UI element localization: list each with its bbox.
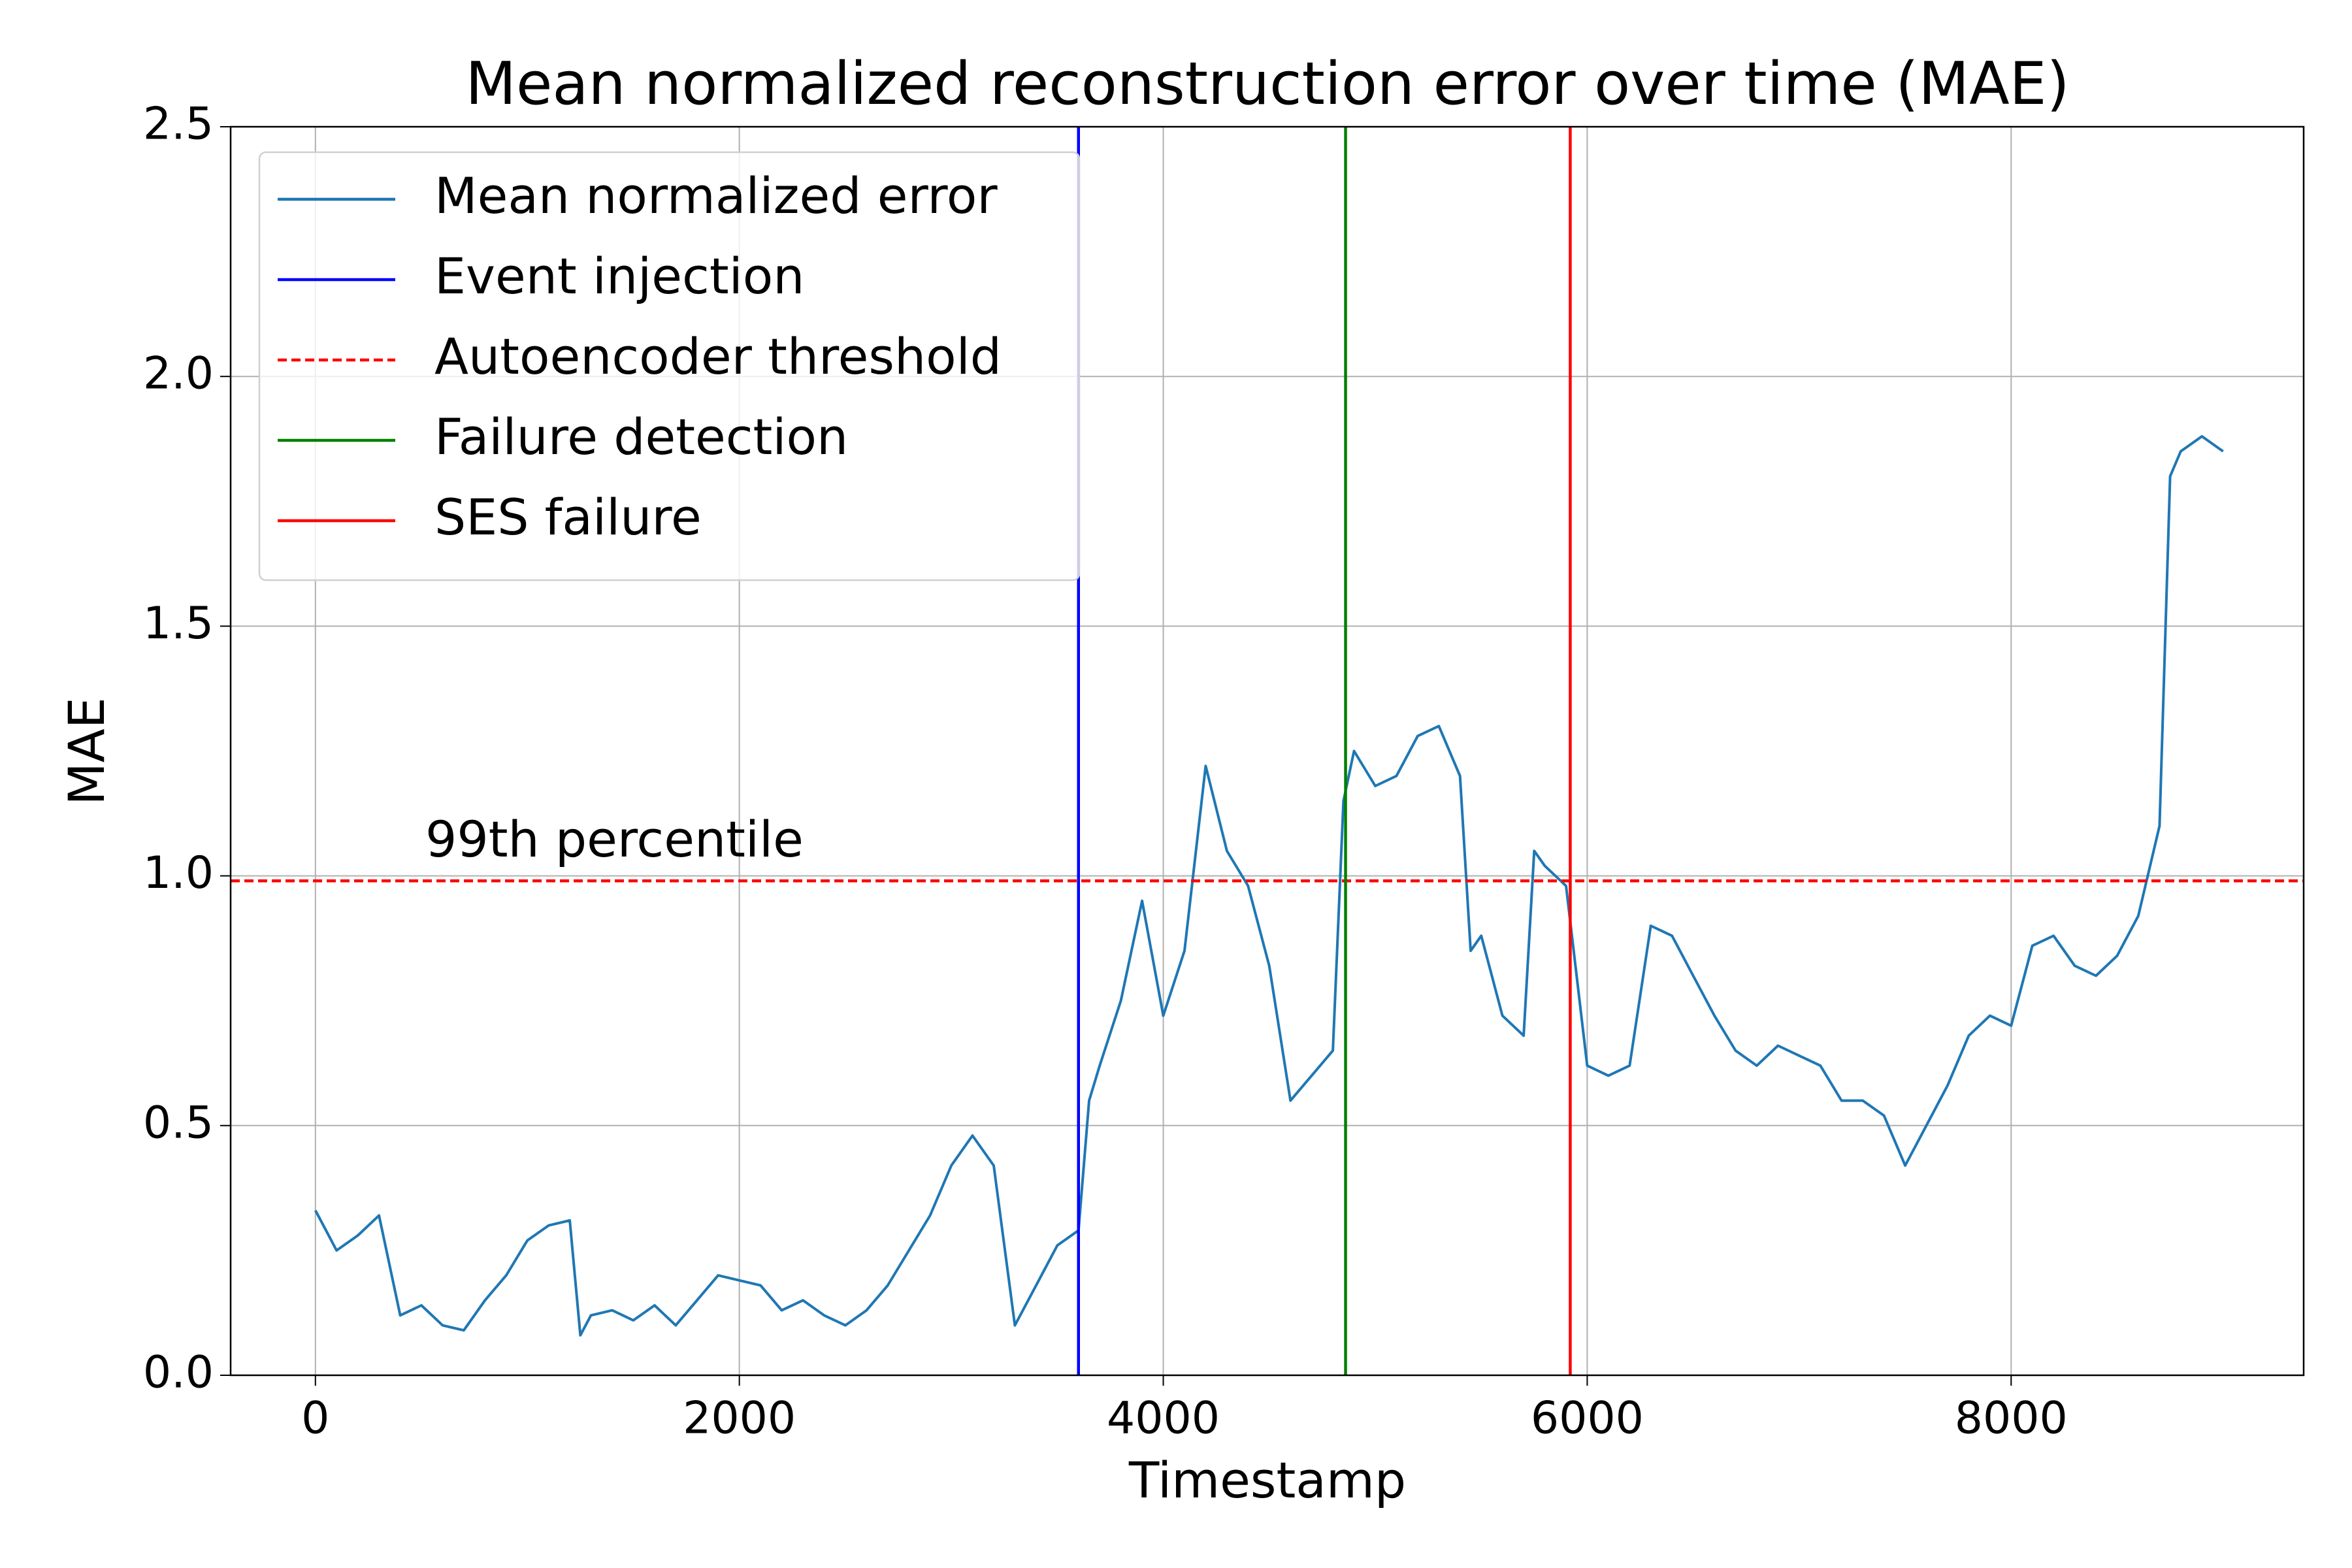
x-tick-label: 8000 [1955, 1393, 2068, 1445]
y-tick-label: 2.5 [143, 99, 214, 150]
y-tick-label: 1.0 [143, 847, 214, 899]
x-tick-label: 6000 [1531, 1393, 1644, 1445]
x-tick-label: 4000 [1107, 1393, 1220, 1445]
annotation: 99th percentile [425, 810, 804, 868]
chart-title: Mean normalized reconstruction error ove… [465, 50, 2069, 118]
y-tick-label: 2.0 [143, 348, 214, 400]
legend-label: Mean normalized error [434, 167, 998, 225]
y-tick-label: 1.5 [143, 598, 214, 649]
x-axis-label: Timestamp [1128, 1451, 1406, 1509]
legend-box [258, 151, 1081, 581]
x-tick-label: 0 [301, 1393, 329, 1445]
legend-label: SES failure [434, 488, 702, 546]
x-tick-label: 2000 [683, 1393, 796, 1445]
legend-label: Event injection [434, 247, 804, 305]
y-axis-label: MAE [57, 697, 116, 806]
legend-label: Failure detection [434, 408, 848, 466]
plot-frame [229, 125, 2305, 1377]
y-tick-label: 0.5 [143, 1097, 214, 1149]
legend-label: Autoencoder threshold [434, 327, 1002, 385]
y-tick-label: 0.0 [143, 1347, 214, 1399]
data-line [314, 434, 2224, 1337]
legend: Mean normalized error Event injection Auto… [258, 151, 1081, 581]
